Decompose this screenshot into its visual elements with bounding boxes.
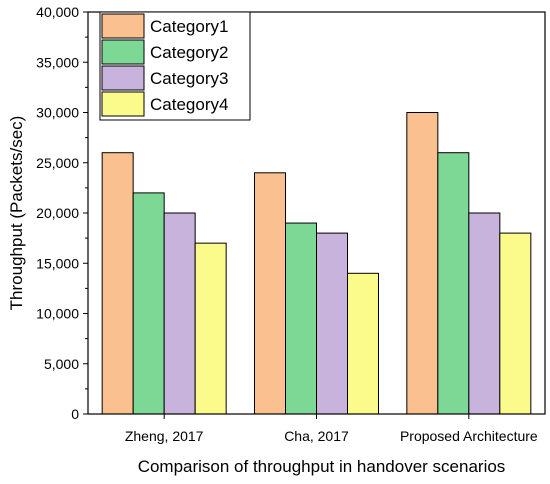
bar-category2-3 bbox=[437, 152, 470, 415]
y-axis-title: Throughput (Packets/sec) bbox=[7, 116, 26, 311]
x-tick-label: Cha, 2017 bbox=[284, 428, 349, 444]
y-axis-ticks: 0 5,000 10,000 15,000 20,000 25,000 30,000 35,0… bbox=[36, 4, 88, 422]
bar-category4-3 bbox=[499, 232, 532, 415]
bar-category3-3 bbox=[468, 212, 501, 415]
bar-category4-2 bbox=[347, 272, 379, 415]
legend-label: Category2 bbox=[150, 43, 228, 62]
legend: Category1 Category2 Category3 Category4 bbox=[99, 11, 251, 121]
bar-category1-3 bbox=[406, 112, 439, 415]
legend-swatch bbox=[101, 65, 145, 91]
y-tick-label: 20,000 bbox=[36, 205, 79, 221]
x-axis-title: Comparison of throughput in handover sce… bbox=[138, 457, 506, 476]
y-tick-label: 15,000 bbox=[36, 255, 79, 271]
bars bbox=[101, 112, 532, 415]
legend-label: Category4 bbox=[150, 95, 228, 114]
bar-category4-1 bbox=[194, 242, 227, 415]
legend-swatch bbox=[101, 39, 145, 65]
y-tick-label: 40,000 bbox=[36, 4, 79, 20]
y-tick-label: 5,000 bbox=[44, 356, 79, 372]
bar-category3-2 bbox=[316, 232, 348, 415]
y-tick-label: 35,000 bbox=[36, 54, 79, 70]
bar-category2-1 bbox=[132, 192, 165, 415]
y-tick-label: 25,000 bbox=[36, 155, 79, 171]
y-tick-label: 30,000 bbox=[36, 105, 79, 121]
bar-category3-1 bbox=[163, 212, 196, 415]
x-tick-label: Zheng, 2017 bbox=[125, 428, 204, 444]
legend-swatch bbox=[101, 13, 145, 39]
y-tick-label: 10,000 bbox=[36, 306, 79, 322]
bar-category1-2 bbox=[254, 172, 286, 415]
legend-swatch bbox=[101, 91, 145, 117]
x-tick-label: Proposed Architecture bbox=[400, 428, 538, 444]
bar-category1-1 bbox=[101, 152, 134, 415]
legend-label: Category1 bbox=[150, 17, 228, 36]
y-tick-label: 0 bbox=[71, 406, 79, 422]
x-axis-labels: Zheng, 2017 Cha, 2017 Proposed Architectur… bbox=[125, 414, 538, 444]
legend-label: Category3 bbox=[150, 69, 228, 88]
bar-category2-2 bbox=[285, 222, 317, 415]
